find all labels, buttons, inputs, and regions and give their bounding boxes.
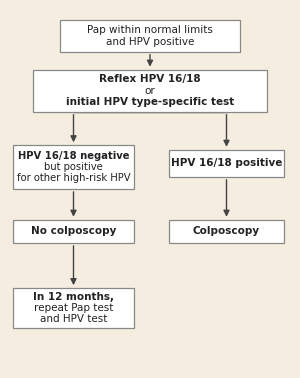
Text: Pap within normal limits: Pap within normal limits xyxy=(87,25,213,35)
FancyBboxPatch shape xyxy=(169,220,284,243)
FancyBboxPatch shape xyxy=(14,220,134,243)
FancyBboxPatch shape xyxy=(14,145,134,189)
Text: No colposcopy: No colposcopy xyxy=(31,226,116,236)
Text: and HPV positive: and HPV positive xyxy=(106,37,194,46)
FancyBboxPatch shape xyxy=(33,70,267,112)
Text: HPV 16/18 positive: HPV 16/18 positive xyxy=(171,158,282,168)
Text: or: or xyxy=(145,86,155,96)
Text: HPV 16/18 negative: HPV 16/18 negative xyxy=(18,152,129,161)
FancyBboxPatch shape xyxy=(169,150,284,177)
Text: and HPV test: and HPV test xyxy=(40,314,107,324)
FancyBboxPatch shape xyxy=(60,20,240,52)
Text: but positive: but positive xyxy=(44,162,103,172)
Text: for other high-risk HPV: for other high-risk HPV xyxy=(17,173,130,183)
Text: Colposcopy: Colposcopy xyxy=(193,226,260,236)
Text: repeat Pap test: repeat Pap test xyxy=(34,303,113,313)
Text: initial HPV type-specific test: initial HPV type-specific test xyxy=(66,97,234,107)
Text: Reflex HPV 16/18: Reflex HPV 16/18 xyxy=(99,74,201,84)
Text: In 12 months,: In 12 months, xyxy=(33,292,114,302)
FancyBboxPatch shape xyxy=(14,288,134,328)
